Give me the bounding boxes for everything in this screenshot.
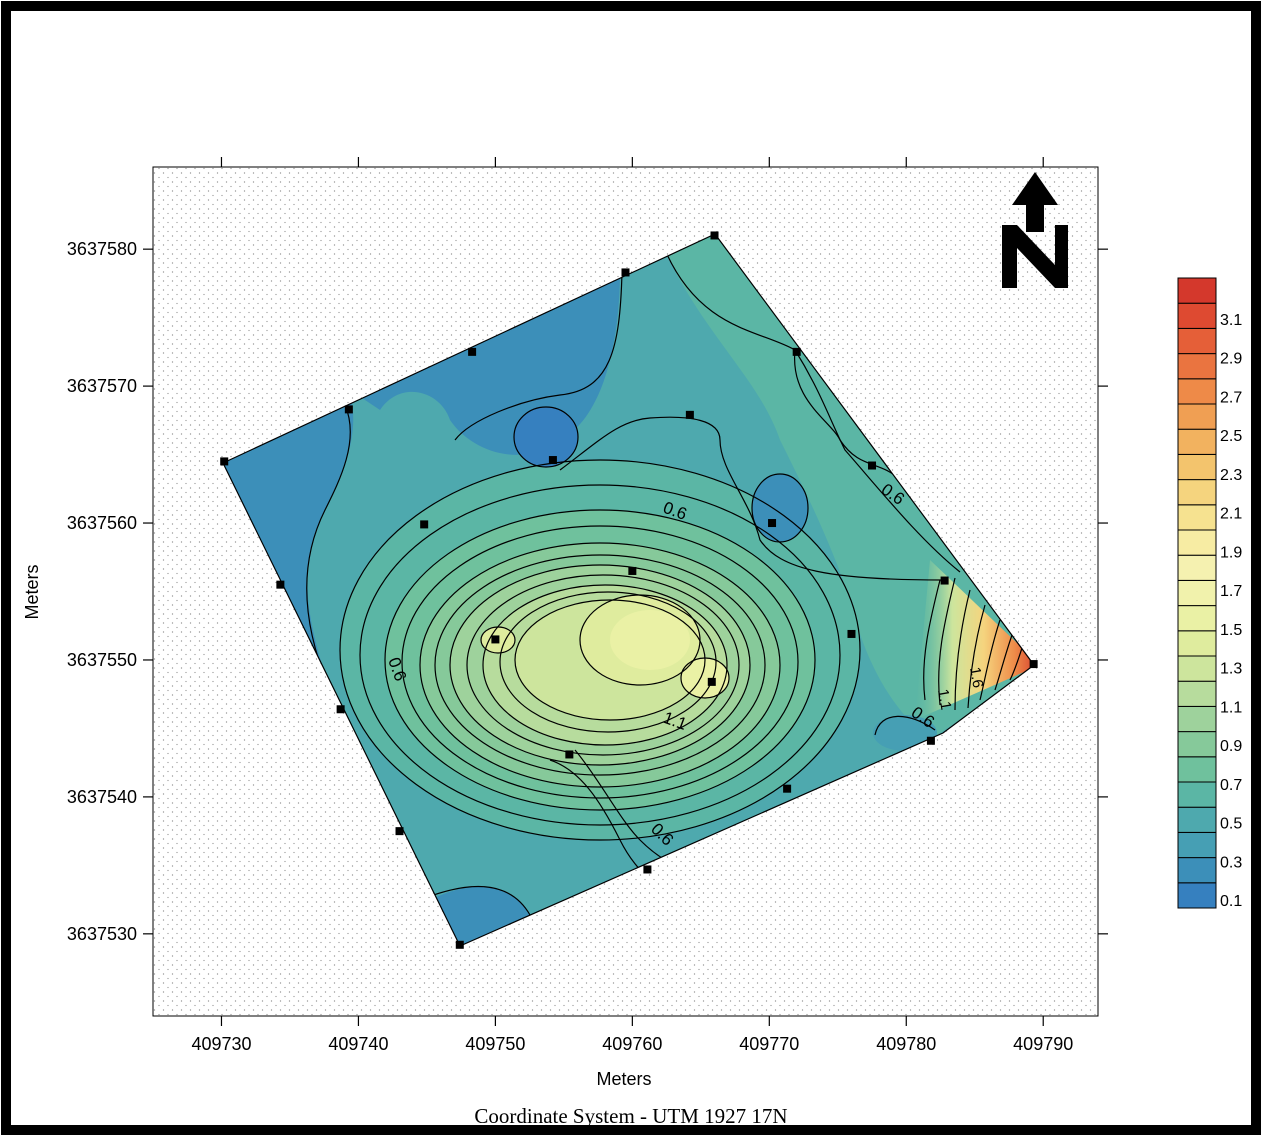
sample-point [628,566,637,575]
legend-swatch [1177,302,1217,329]
sample-point [1029,660,1038,669]
sample-point [455,940,464,949]
legend-swatch [1177,605,1217,632]
legend-label: 1.9 [1220,544,1242,561]
legend-swatch [1177,630,1217,657]
y-tick-label: 3637530 [67,924,137,944]
sample-point [847,629,856,638]
legend-swatch [1177,378,1217,405]
sample-point [420,520,429,529]
legend-label: 1.5 [1220,622,1242,639]
sample-point [336,705,345,714]
sample-point [220,457,229,466]
sample-point [643,865,652,874]
x-tick-label: 409730 [191,1034,251,1054]
sample-point [710,231,719,240]
survey-boundary [222,233,1035,947]
legend-label: 2.5 [1220,428,1242,445]
legend-label: 2.1 [1220,506,1242,523]
legend-label: 1.1 [1220,699,1242,716]
legend-label: 2.7 [1220,389,1242,406]
sample-point [768,519,777,528]
legend-swatch [1177,479,1217,506]
legend-label: 0.1 [1220,893,1242,910]
legend-swatch [1177,781,1217,808]
y-tick-label: 3637540 [67,787,137,807]
contour-label: 1.6 [966,666,986,689]
sample-point [783,784,792,793]
y-tick-label: 3637570 [67,376,137,396]
sample-point [868,461,877,470]
legend-swatch [1177,554,1217,581]
legend-swatch [1177,579,1217,607]
x-tick-label: 409790 [1013,1034,1073,1054]
x-axis-label: Meters [596,1069,651,1089]
y-tick-label: 3637560 [67,513,137,533]
sample-point [548,456,557,465]
legend-label: 3.1 [1220,312,1242,329]
legend-swatch [1177,453,1217,481]
x-tick-label: 409780 [876,1034,936,1054]
legend-label: 1.3 [1220,661,1242,678]
contour-lines [306,249,1023,916]
legend-label: 1.7 [1220,583,1242,600]
color-legend: 0.1 0.3 0.5 0.7 0.9 1.1 1.3 1.5 1.7 1.9 2.1 2.3 2.5 2… [1177,277,1242,910]
sample-point [491,635,500,644]
legend-swatch [1177,327,1217,355]
north-arrow-icon [1002,172,1068,288]
legend-swatch [1177,277,1217,304]
legend-swatch [1177,353,1217,380]
legend-swatch [1177,655,1217,682]
sample-points [220,231,1038,949]
sample-point [621,268,630,277]
sample-point [468,347,477,356]
legend-swatch [1177,756,1217,783]
x-tick-label: 409760 [602,1034,662,1054]
legend-swatch [1177,529,1217,556]
axes: 409730 409740 409750 409760 409770 409780 4097… [67,157,1108,1054]
legend-swatch [1177,403,1217,430]
legend-swatch [1177,831,1217,859]
legend-swatch [1177,705,1217,733]
legend-label: 0.5 [1220,816,1242,833]
legend-label: 0.9 [1220,738,1242,755]
sample-point [792,347,801,356]
sample-point [926,736,935,745]
legend-label: 2.9 [1220,351,1242,368]
sample-point [344,405,353,414]
y-tick-label: 3637580 [67,239,137,259]
sample-point [565,750,574,759]
y-axis-label: Meters [22,564,42,619]
x-tick-label: 409750 [465,1034,525,1054]
sample-point [707,677,716,686]
sample-point [395,827,404,836]
legend-label: 0.7 [1220,777,1242,794]
legend-swatch [1177,806,1217,833]
legend-swatch [1177,731,1217,758]
contour-label: 1.1 [934,688,954,711]
legend-label: 0.3 [1220,854,1242,871]
legend-swatch [1177,680,1217,707]
legend-swatch [1177,428,1217,455]
sample-point [685,410,694,419]
legend-swatch [1177,857,1217,884]
sample-point [940,576,949,585]
y-tick-label: 3637550 [67,650,137,670]
x-tick-label: 409740 [328,1034,388,1054]
x-tick-label: 409770 [739,1034,799,1054]
sample-point [276,580,285,589]
legend-label: 2.3 [1220,467,1242,484]
coordinate-system-caption: Coordinate System - UTM 1927 17N [474,1104,788,1128]
legend-swatch [1177,882,1217,909]
legend-swatch [1177,504,1217,531]
